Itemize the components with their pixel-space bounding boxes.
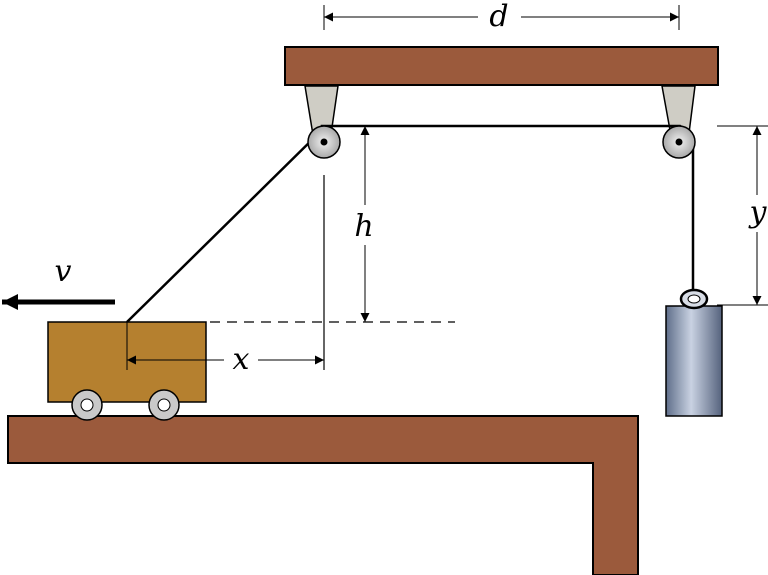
left-pulley xyxy=(307,125,341,159)
rope xyxy=(126,124,695,323)
label-y: y xyxy=(748,195,768,230)
label-v: v xyxy=(55,254,72,289)
dimension-x: x xyxy=(126,322,324,377)
label-h: h xyxy=(354,209,373,244)
velocity-arrow: v xyxy=(2,254,115,310)
right-pulley xyxy=(662,125,696,159)
cart-wheel-right xyxy=(148,389,180,421)
dimension-d: d xyxy=(323,0,680,34)
dimension-h: h xyxy=(354,125,376,322)
cart-wheel-left xyxy=(71,389,103,421)
label-d: d xyxy=(489,0,508,34)
dimension-y: y xyxy=(717,125,768,306)
floor-ledge xyxy=(7,415,639,575)
hanging-weight xyxy=(665,288,723,417)
ceiling-beam xyxy=(284,46,719,86)
label-x: x xyxy=(233,342,250,377)
